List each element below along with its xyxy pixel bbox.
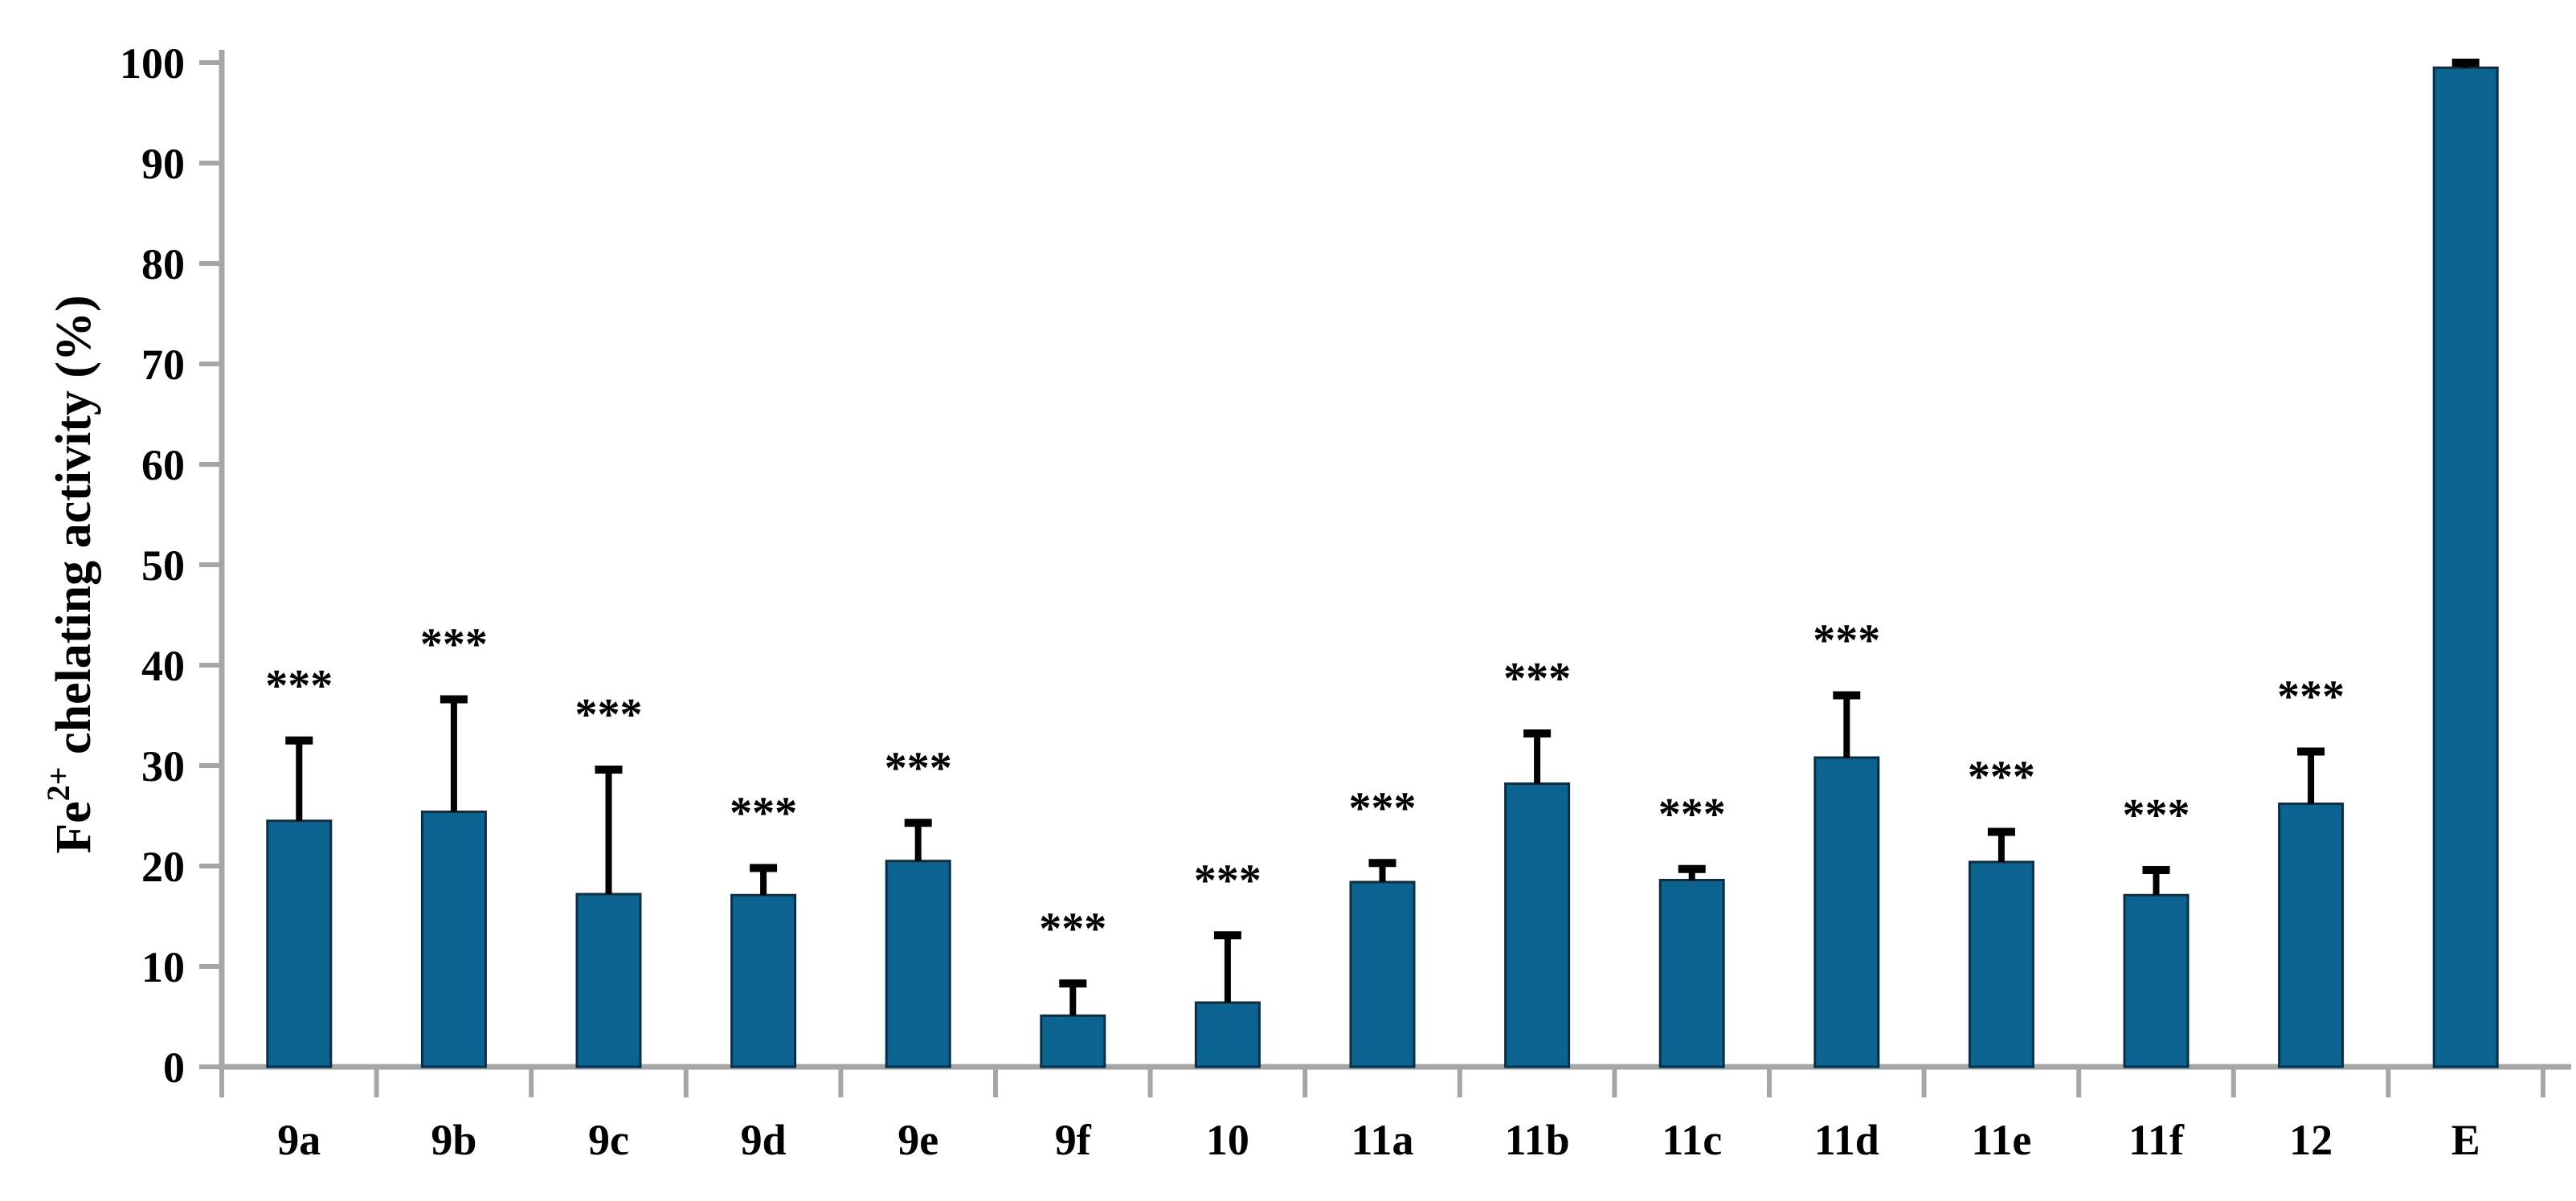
significance-11e: *** [1968,753,2035,803]
category-labels: 9a 9b 9c 9d 9e 9f 10 11a 11b 11c 11d 11e 11f 12 E [277,1116,2480,1164]
y-tick-label: 60 [141,441,185,489]
y-tick-label: 40 [141,642,185,690]
category-label-9d: 9d [741,1116,787,1164]
significance-11d: *** [1813,616,1880,666]
category-label-11e: 11e [1971,1116,2031,1164]
bar-10 [1194,1001,1261,1068]
y-axis-ticks: 0 10 20 30 40 50 60 70 80 90 100 [120,39,222,1092]
bar-11e [1968,860,2034,1068]
y-tick-label: 50 [141,541,185,590]
x-axis-ticks [219,1067,2545,1097]
bar-12 [2278,803,2345,1068]
significance-11a: *** [1349,783,1417,833]
y-axis-title: Fe2+ chelating activity (%) [40,295,101,853]
y-axis-title-group: Fe2+ chelating activity (%) [40,295,101,853]
bar-11c [1658,879,1725,1068]
bar-9a [266,819,333,1068]
bar-11b [1504,782,1571,1068]
significance-11b: *** [1503,654,1571,704]
category-label-9c: 9c [588,1116,629,1164]
significance-9f: *** [1039,904,1106,954]
bars [266,66,2499,1068]
y-tick-label: 20 [141,843,185,891]
bar-9e [885,860,951,1068]
significance-9a: *** [265,661,333,711]
y-tick-label: 0 [163,1044,185,1092]
significance-9c: *** [575,690,643,740]
significance-9b: *** [420,620,488,670]
significance-12: *** [2277,672,2345,722]
bar-11a [1349,880,1416,1068]
y-tick-label: 10 [141,943,185,991]
y-tick-label: 100 [120,39,185,88]
significance-markers: *** *** *** *** *** *** *** *** *** *** *** *** *** *… [265,616,2345,954]
bar-9f [1040,1014,1106,1068]
y-tick-label: 70 [141,341,185,389]
significance-9e: *** [885,743,952,793]
category-label-9f: 9f [1055,1116,1092,1164]
significance-11f: *** [2123,790,2190,840]
category-label-9b: 9b [431,1116,476,1164]
category-label-9a: 9a [277,1116,321,1164]
category-label-E: E [2451,1116,2480,1164]
category-label-11b: 11b [1505,1116,1570,1164]
bar-9b [420,811,487,1068]
bar-E [2432,66,2499,1068]
category-label-11c: 11c [1662,1116,1722,1164]
y-tick-label: 90 [141,140,185,188]
category-label-11d: 11d [1814,1116,1879,1164]
category-label-11a: 11a [1351,1116,1413,1164]
y-tick-label: 30 [141,742,185,790]
significance-10: *** [1194,856,1261,905]
category-label-9e: 9e [898,1116,938,1164]
bar-11d [1813,756,1880,1068]
category-label-11f: 11f [2128,1116,2185,1164]
significance-11c: *** [1658,790,1726,839]
bar-11f [2123,893,2190,1068]
y-tick-label: 80 [141,240,185,288]
error-bars [285,59,2480,1016]
category-label-10: 10 [1206,1116,1249,1164]
bar-9c [575,893,642,1068]
significance-9d: *** [730,789,797,839]
bar-9d [730,893,797,1068]
category-label-12: 12 [2289,1116,2333,1164]
